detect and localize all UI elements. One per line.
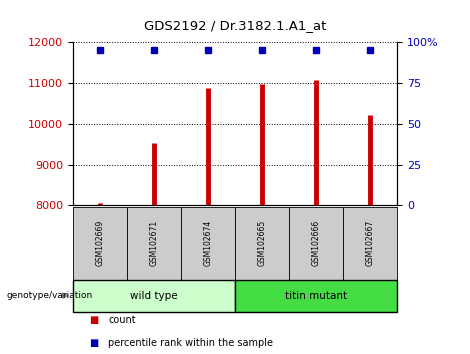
Text: GSM102666: GSM102666 [312,220,321,267]
Text: GSM102667: GSM102667 [366,220,375,267]
Text: ■: ■ [89,338,99,348]
Text: wild type: wild type [130,291,178,301]
Text: GSM102674: GSM102674 [204,220,212,267]
Text: GSM102665: GSM102665 [258,220,266,267]
Text: genotype/variation: genotype/variation [6,291,93,300]
Text: GSM102669: GSM102669 [95,220,104,267]
Text: GSM102671: GSM102671 [149,220,158,267]
Text: count: count [108,315,136,325]
Text: percentile rank within the sample: percentile rank within the sample [108,338,273,348]
Text: GDS2192 / Dr.3182.1.A1_at: GDS2192 / Dr.3182.1.A1_at [144,19,326,33]
Text: titin mutant: titin mutant [285,291,347,301]
Text: ■: ■ [89,315,99,325]
